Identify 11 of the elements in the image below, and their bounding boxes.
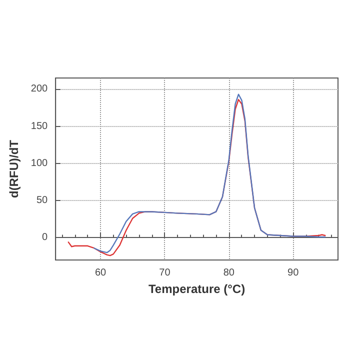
x-axis-title: Temperature (°C) [148,282,246,296]
y-tick-label: 100 [30,158,48,169]
y-tick-label: 50 [36,195,48,206]
x-tick-label: 90 [288,268,300,278]
y-axis-title: d(RFU)/dT [7,139,21,198]
y-tick-label: 200 [30,84,48,95]
y-tick-label: 0 [42,232,48,244]
x-tick-label: 80 [223,268,235,278]
y-tick-label: 150 [30,120,48,132]
x-tick-label: 70 [159,268,171,278]
x-tick-label: 60 [94,268,107,278]
